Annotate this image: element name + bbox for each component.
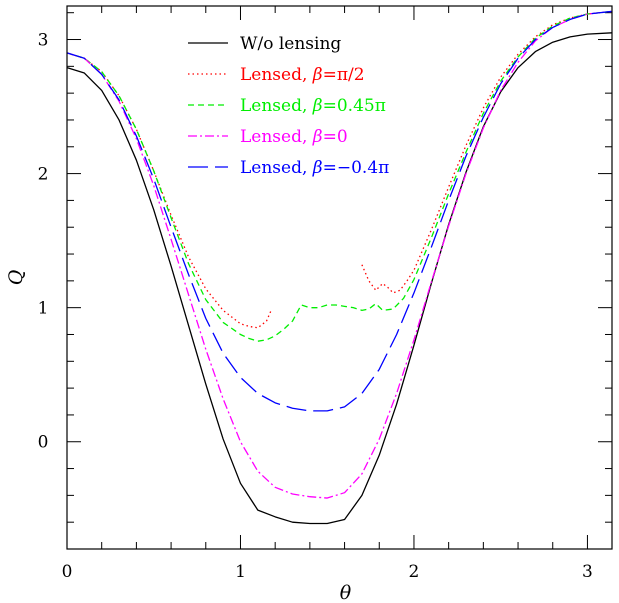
tick-labels: 0 1 2 3 0 1 2 3 bbox=[38, 31, 593, 582]
axis-ticks bbox=[66, 6, 612, 550]
x-tick-label: 2 bbox=[409, 562, 420, 582]
series-line-4 bbox=[66, 10, 613, 499]
x-tick-label: 3 bbox=[582, 562, 593, 582]
legend-entry-5: Lensed, β=−0.4π bbox=[240, 158, 389, 178]
series-line-5 bbox=[66, 10, 613, 412]
chart-series bbox=[66, 10, 613, 525]
legend-entry-2: Lensed, β=π/2 bbox=[240, 65, 365, 85]
series-line-2 bbox=[361, 10, 613, 294]
x-tick-label: 1 bbox=[235, 562, 246, 582]
series-line-1 bbox=[66, 32, 613, 525]
legend-entry-4: Lensed, β=0 bbox=[240, 127, 348, 147]
x-axis-label: θ bbox=[340, 582, 352, 603]
y-axis-label: Q bbox=[5, 270, 27, 286]
y-tick-label: 1 bbox=[38, 299, 49, 319]
series-line-2 bbox=[66, 52, 273, 329]
legend-entry-3: Lensed, β=0.45π bbox=[240, 96, 386, 116]
y-tick-label: 0 bbox=[38, 433, 49, 453]
legend-entry-1: W/o lensing bbox=[240, 34, 341, 54]
x-tick-label: 0 bbox=[62, 562, 73, 582]
y-tick-label: 3 bbox=[38, 31, 49, 51]
y-tick-label: 2 bbox=[38, 165, 49, 185]
plot-frame bbox=[66, 5, 613, 550]
series-line-3 bbox=[66, 10, 613, 342]
legend: W/o lensing Lensed, β=π/2 Lensed, β=0.45π L… bbox=[188, 34, 389, 178]
